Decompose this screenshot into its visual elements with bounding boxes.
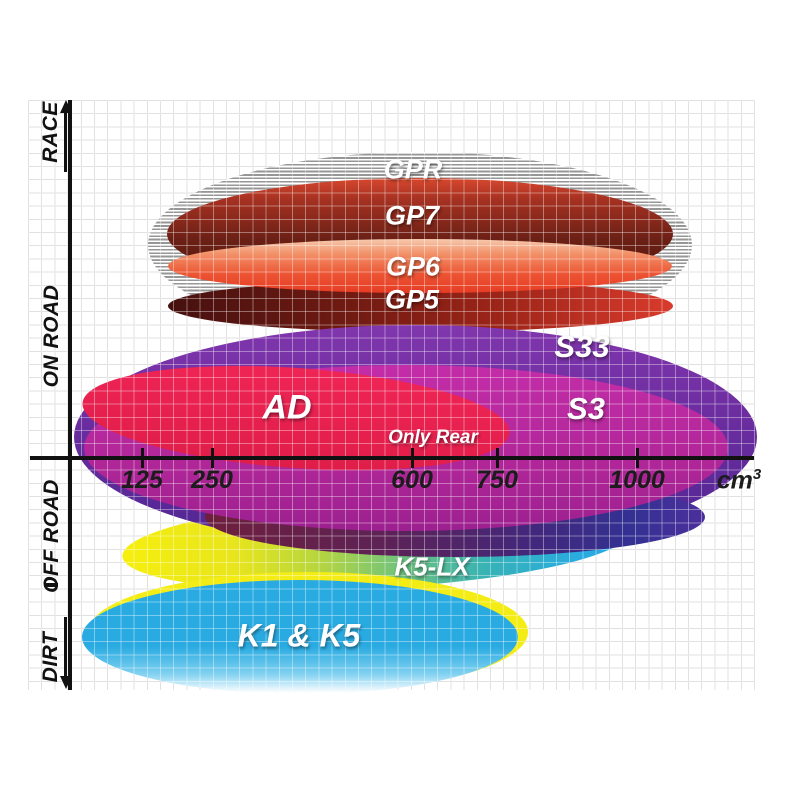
offroad-dirt-boundary-dash <box>44 583 58 587</box>
gp6-label: GP6 <box>385 251 441 282</box>
x-tick-label-125: 125 <box>121 466 163 494</box>
x-tick-750 <box>496 448 499 468</box>
x-tick-label-750: 750 <box>476 466 518 494</box>
gp5-label: GP5 <box>384 284 440 315</box>
zone-arrow-head-down <box>60 676 72 689</box>
ad-sublabel: Only Rear <box>388 427 478 448</box>
y-axis-line <box>68 100 72 690</box>
x-axis-line <box>30 456 754 460</box>
zone-arrow-line-up <box>64 112 67 172</box>
zone-label-dirt: DIRT <box>39 631 62 683</box>
unit-text: cm <box>716 466 753 495</box>
zone-label-off-road: OFF ROAD <box>40 479 63 593</box>
gpr-label: GPR <box>383 154 443 185</box>
x-axis-unit-label: cm3 <box>717 466 761 495</box>
graph-paper-grid-overlay <box>28 100 755 690</box>
zone-arrow-line-down <box>64 617 67 677</box>
s33-label: S33 <box>554 329 610 364</box>
k1k5-label: K1 & K5 <box>237 617 361 654</box>
gp6-ellipse <box>168 239 672 293</box>
gp7-label: GP7 <box>384 200 440 231</box>
x-tick-125 <box>141 448 144 468</box>
x-tick-label-250: 250 <box>191 466 233 494</box>
zone-arrow-head-up <box>60 100 72 113</box>
k5lx-label: K5-LX <box>394 551 470 582</box>
zone-label-on-road: ON ROAD <box>40 284 63 388</box>
s3-label: S3 <box>567 391 605 426</box>
ad-label: AD <box>262 388 312 427</box>
x-tick-250 <box>211 448 214 468</box>
x-tick-600 <box>411 448 414 468</box>
x-tick-label-1000: 1000 <box>609 466 665 494</box>
k1k5-ellipse <box>82 580 518 694</box>
x-tick-1000 <box>636 448 639 468</box>
unit-exponent: 3 <box>752 466 762 483</box>
x-tick-label-600: 600 <box>391 466 433 494</box>
